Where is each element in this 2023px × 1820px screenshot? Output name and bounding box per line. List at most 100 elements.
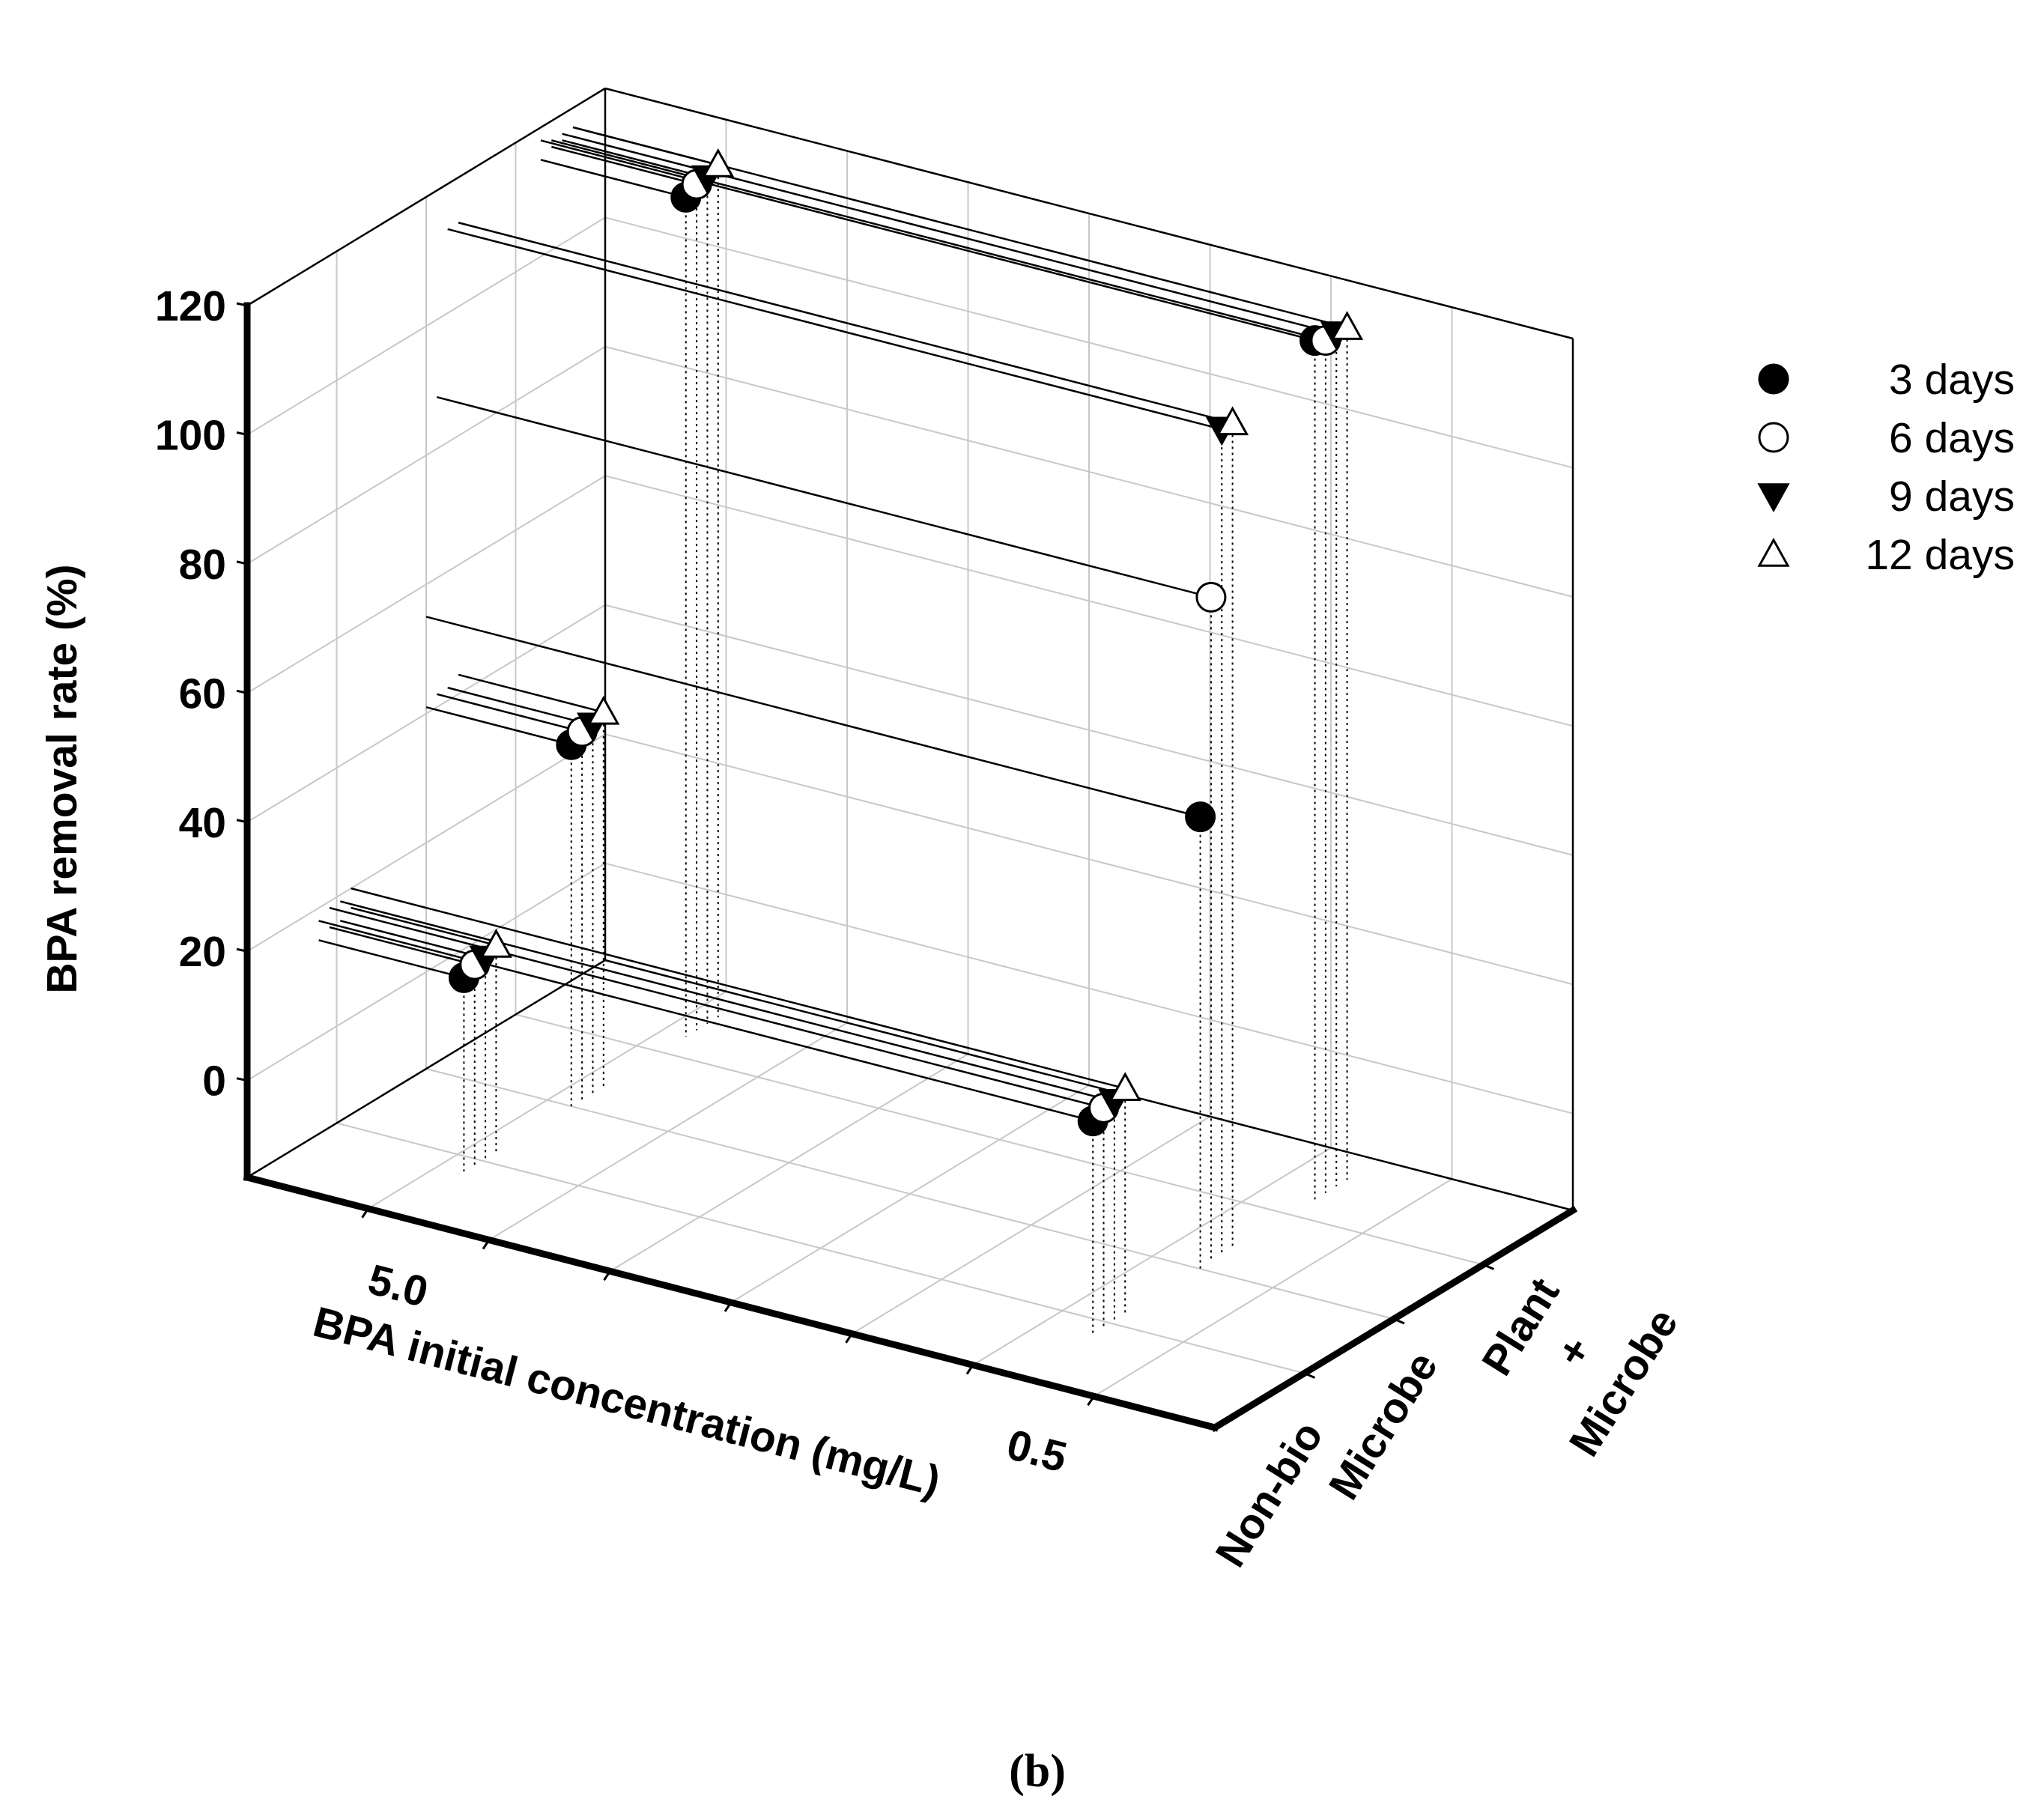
z-tick-label: 40 (179, 799, 226, 847)
marker-12-days (1108, 1072, 1141, 1102)
series-line (318, 920, 1094, 1122)
z-tick-label: 120 (155, 282, 226, 330)
series-line (458, 222, 1233, 424)
z-axis-title: BPA removal rate (%) (38, 564, 86, 993)
z-tick-mark (236, 302, 248, 307)
series-line (425, 616, 1201, 818)
marker-12-days (1757, 537, 1790, 567)
series-line (540, 139, 1315, 342)
x-tick-mark (603, 1270, 611, 1281)
x-axis-title: BPA initial concentration (mg/L) (309, 1298, 945, 1506)
marker-6-days (1758, 422, 1789, 453)
grid-line (246, 862, 606, 1082)
x-tick-mark (1087, 1395, 1095, 1407)
z-tick-mark (236, 560, 248, 565)
series-line (351, 906, 497, 947)
series-lines (318, 126, 1347, 1122)
frame-layer (236, 87, 1578, 1433)
marker-12-days (1216, 406, 1249, 436)
series-line (339, 920, 486, 959)
series-line (329, 926, 476, 966)
z-tick-label: 100 (155, 411, 226, 459)
y-tick-mark (1482, 1264, 1495, 1270)
frame-edge (246, 87, 606, 307)
z-tick-label: 80 (179, 541, 226, 589)
frame-edge (604, 959, 1574, 1212)
series-line (458, 673, 604, 714)
series-line (437, 693, 583, 733)
grid-line (515, 1013, 1484, 1266)
series-line (540, 159, 687, 198)
marker-12-days (702, 148, 735, 178)
z-tick-mark (236, 947, 248, 953)
grid-line (246, 475, 606, 694)
y-tick-label: Plant+Microbe (1461, 1239, 1687, 1465)
series-line (572, 126, 1347, 329)
y-tick-label-line: Non-bio (1207, 1413, 1332, 1575)
x-tick-label: 0.5 (1002, 1421, 1072, 1482)
grid-line (246, 604, 606, 823)
z-tick-label: 60 (179, 670, 226, 718)
series-line (562, 133, 1337, 336)
grid-line (604, 862, 1574, 1114)
series-line (447, 228, 1222, 431)
grid-line (604, 733, 1574, 986)
series-line (318, 939, 464, 979)
series-line (447, 686, 593, 727)
series-line (562, 139, 708, 179)
marker-12-days (587, 695, 620, 725)
grid-line (246, 733, 606, 953)
grid-line (604, 216, 1574, 469)
z-tick-label: 0 (202, 1058, 226, 1105)
marker-12-days (479, 929, 512, 958)
series-line (437, 396, 1212, 598)
label-layer: BPA removal rate (%) BPA initial concent… (38, 282, 1687, 1797)
grid-line (604, 604, 1574, 856)
grid-line (425, 1068, 1395, 1320)
marker-12-days (1331, 311, 1364, 340)
z-tick-mark (236, 1077, 248, 1082)
y-tick-mark (1303, 1372, 1316, 1379)
y-tick-label-line: + (1547, 1328, 1601, 1374)
x-tick-mark (482, 1239, 491, 1250)
legend-label: 6 days (1889, 414, 2015, 462)
grid-line (604, 475, 1574, 727)
grid-line (604, 345, 1574, 598)
y-tick-label-line: Plant (1472, 1270, 1568, 1383)
frame-edge (604, 87, 1574, 340)
y-tick-label-line: Microbe (1320, 1344, 1447, 1508)
z-tick-mark (236, 431, 248, 436)
z-tick-mark (236, 819, 248, 824)
x-tick-mark (361, 1207, 369, 1219)
x-tick-mark (965, 1364, 974, 1375)
series-line (329, 906, 1104, 1109)
y-tick-label: Non-bio (1207, 1413, 1332, 1575)
grid-line (246, 346, 606, 565)
frame-edge (246, 959, 606, 1179)
legend-label: 9 days (1889, 473, 2015, 521)
z-tick-label: 20 (179, 928, 226, 976)
data-markers (448, 148, 1364, 1137)
marker-3-days (1758, 363, 1789, 395)
legend-label: 3 days (1889, 356, 2015, 404)
series-line (551, 145, 697, 186)
z-tick-mark (236, 689, 248, 694)
figure-caption: (b) (1009, 1746, 1066, 1797)
grid-line (336, 1122, 1305, 1374)
x-tick-mark (845, 1332, 853, 1344)
series-line (425, 706, 572, 746)
marker-3-days (1185, 801, 1216, 833)
y-tick-mark (1393, 1317, 1405, 1325)
x-tick-mark (724, 1302, 733, 1312)
series-line (339, 900, 1115, 1102)
series-line (351, 887, 1126, 1090)
legend-label: 12 days (1865, 531, 2015, 579)
x-tick-label: 5.0 (363, 1255, 433, 1317)
series-line (551, 139, 1326, 342)
legend: 3 days 6 days 9 days 12 days (1757, 356, 2015, 579)
drop-lines (463, 165, 1348, 1335)
y-tick-label-line: Microbe (1560, 1300, 1687, 1464)
marker-9-days (1757, 483, 1790, 513)
marker-6-days (1195, 581, 1227, 613)
